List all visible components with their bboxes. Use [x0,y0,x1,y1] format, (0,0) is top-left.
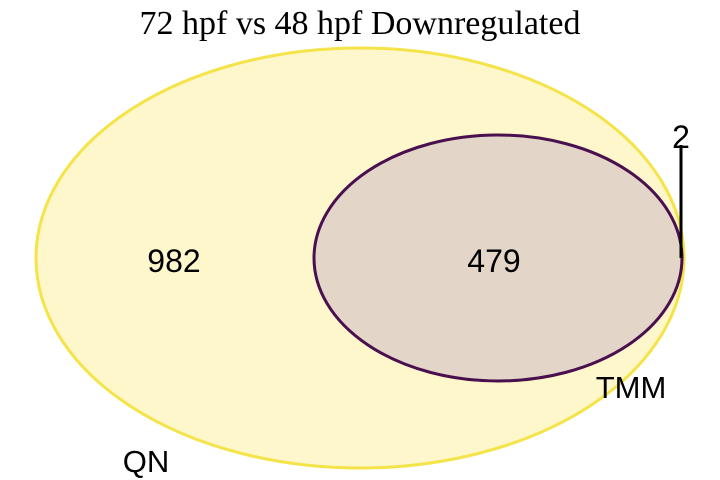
set-label-tmm: TMM [596,370,667,405]
intersection-count: 479 [467,243,520,279]
qn-only-count: 982 [147,243,200,279]
diagram-title: 72 hpf vs 48 hpf Downregulated [140,5,581,42]
tmm-only-count: 2 [672,119,690,155]
set-label-qn: QN [123,444,170,479]
